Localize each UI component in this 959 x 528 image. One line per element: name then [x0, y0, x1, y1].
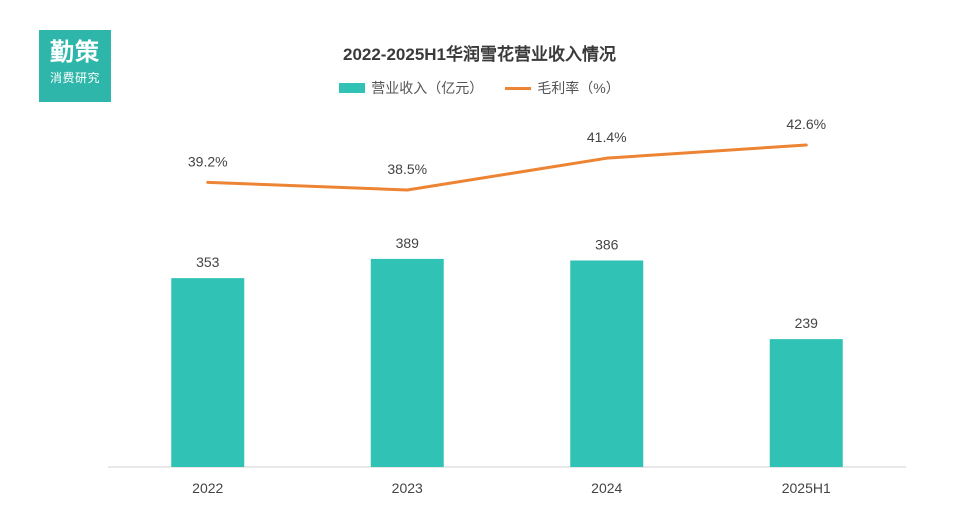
- legend-label-revenue: 营业收入（亿元）: [371, 80, 484, 96]
- x-tick-label: 2024: [591, 480, 622, 496]
- logo-subtitle: 消费研究: [49, 71, 100, 85]
- bar-2022: [171, 278, 245, 467]
- bar-2023: [370, 258, 444, 467]
- margin-series-line: [206, 143, 808, 192]
- margin-value-label: 38.5%: [387, 161, 427, 177]
- legend-item-margin: 毛利率（%）: [505, 78, 620, 98]
- bar-value-label: 353: [196, 254, 220, 270]
- chart-title: 2022-2025H1华润雪花营业收入情况: [342, 45, 617, 64]
- legend-swatch-line: [505, 86, 532, 90]
- x-tick-label: 2025H1: [782, 480, 831, 496]
- bar-value-label: 239: [795, 315, 819, 331]
- margin-value-label: 42.6%: [786, 116, 826, 132]
- legend-item-revenue: 营业收入（亿元）: [339, 78, 483, 98]
- bar-2024: [570, 260, 644, 467]
- x-tick-label: 2023: [392, 480, 423, 496]
- bar-2025H1: [769, 339, 843, 467]
- margin-value-label: 41.4%: [587, 129, 627, 145]
- bar-value-label: 386: [595, 236, 619, 252]
- margin-value-label: 39.2%: [188, 153, 228, 169]
- brand-logo: 勤策 消费研究: [39, 30, 111, 102]
- legend-swatch-bar: [339, 83, 366, 93]
- bar-value-label: 389: [396, 235, 420, 251]
- x-tick-label: 2022: [192, 480, 223, 496]
- chart-legend: 营业收入（亿元） 毛利率（%）: [0, 78, 959, 98]
- legend-label-margin: 毛利率（%）: [537, 80, 620, 96]
- logo-title: 勤策: [50, 37, 100, 66]
